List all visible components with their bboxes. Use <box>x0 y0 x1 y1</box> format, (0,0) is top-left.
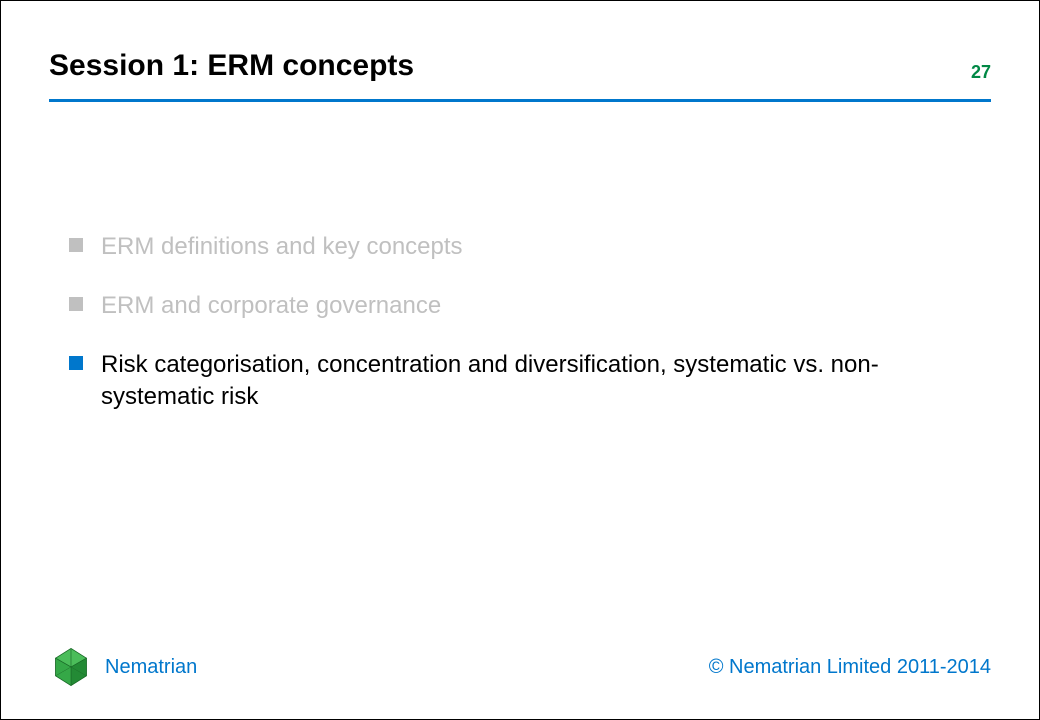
page-number: 27 <box>971 62 991 83</box>
square-bullet-icon <box>69 238 83 252</box>
bullet-item: ERM and corporate governance <box>69 290 991 321</box>
bullet-item: ERM definitions and key concepts <box>69 231 991 262</box>
bullet-text: ERM and corporate governance <box>101 290 441 321</box>
slide-content: ERM definitions and key concepts ERM and… <box>69 231 991 440</box>
bullet-text: Risk categorisation, concentration and d… <box>101 349 991 411</box>
copyright-text: © Nematrian Limited 2011-2014 <box>709 656 991 679</box>
square-bullet-icon <box>69 356 83 370</box>
header-divider <box>49 99 991 102</box>
square-bullet-icon <box>69 297 83 311</box>
bullet-item: Risk categorisation, concentration and d… <box>69 349 991 411</box>
slide-title: Session 1: ERM concepts <box>49 49 414 83</box>
footer-left: Nematrian <box>49 645 197 689</box>
bullet-text: ERM definitions and key concepts <box>101 231 463 262</box>
slide-header: Session 1: ERM concepts 27 <box>49 49 991 83</box>
nematrian-logo-icon <box>49 645 93 689</box>
brand-name: Nematrian <box>105 656 197 679</box>
slide-footer: Nematrian © Nematrian Limited 2011-2014 <box>49 645 991 689</box>
